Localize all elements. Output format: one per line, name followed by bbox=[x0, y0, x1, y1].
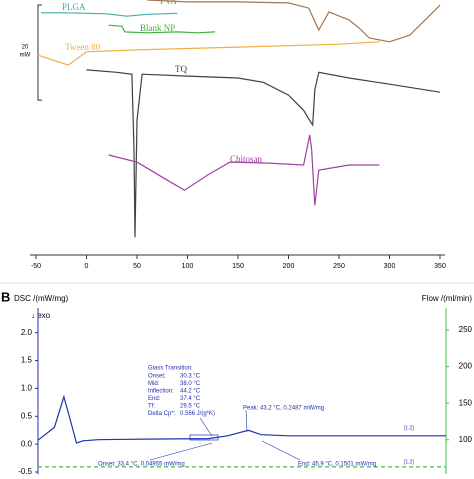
glass-transition-marker bbox=[189, 434, 219, 441]
y-tick-label: 2.0 bbox=[21, 328, 33, 337]
segment-label: [1.2] bbox=[404, 425, 414, 431]
y-tick-label: 1.0 bbox=[21, 384, 33, 393]
segment-label: [1.2] bbox=[404, 459, 414, 465]
scale-bar-value: 20 bbox=[22, 45, 29, 51]
x-tick-label: 300 bbox=[384, 263, 396, 270]
x-tick-label: 350 bbox=[434, 263, 446, 270]
x-tick-label: 250 bbox=[333, 263, 345, 270]
series-label: TQ bbox=[175, 64, 187, 74]
annotation-value: 37.4 °C bbox=[180, 396, 201, 402]
annotation-label: Onset: bbox=[148, 374, 166, 380]
annotation-label: Delta Cp*: bbox=[148, 411, 176, 417]
leader-line bbox=[199, 417, 213, 437]
annotation-value: 30.3 °C bbox=[180, 374, 201, 380]
annotation-label: Inflection: bbox=[148, 389, 174, 395]
y-tick-label: 0.5 bbox=[21, 411, 33, 420]
series-line bbox=[41, 12, 178, 17]
series-line bbox=[108, 134, 380, 206]
series-line bbox=[108, 24, 215, 34]
exo-label: ↓ exo bbox=[31, 311, 51, 320]
x-tick-label: 150 bbox=[232, 263, 244, 270]
scale-bar-unit: mW bbox=[20, 53, 31, 59]
x-tick-label: 200 bbox=[283, 263, 295, 270]
panel-label: B bbox=[1, 289, 10, 304]
end-annotation: End: 45.9 °C, 0.1501 mW/mg bbox=[298, 462, 376, 468]
x-tick-label: 100 bbox=[182, 263, 194, 270]
onset-annotation: Onset: 33.4 °C, 0.04955 mW/mg bbox=[98, 462, 185, 468]
y2-tick-label: 250 bbox=[459, 325, 473, 334]
x-tick-label: 50 bbox=[133, 263, 141, 270]
series-label: Blank NP bbox=[140, 23, 175, 33]
y-axis-label: DSC /(mW/mg) bbox=[14, 294, 69, 303]
series-line bbox=[147, 0, 441, 43]
leader-line bbox=[245, 409, 248, 433]
annotation-label: End: bbox=[148, 396, 161, 402]
series-label: PVA bbox=[160, 0, 177, 6]
series-line bbox=[37, 41, 380, 66]
y-tick-label: 1.5 bbox=[21, 356, 33, 365]
annotation-label: Mid: bbox=[148, 381, 160, 387]
leader-line bbox=[261, 440, 301, 461]
series-label: PLGA bbox=[62, 2, 86, 12]
y2-axis-label: Flow /(ml/min) bbox=[422, 294, 473, 303]
y2-tick-label: 150 bbox=[459, 398, 473, 407]
series-line bbox=[37, 394, 446, 444]
y2-tick-label: 100 bbox=[459, 435, 473, 444]
annotation-value: 0.566 J/(g*K) bbox=[180, 411, 215, 417]
x-tick-label: 0 bbox=[85, 263, 89, 270]
peak-annotation: Peak: 43.2 °C, 0.2487 mW/mg bbox=[243, 406, 324, 412]
annotation-value: 44.2 °C bbox=[180, 389, 201, 395]
y-tick-label: 0.0 bbox=[21, 439, 33, 448]
annotation-value: 29.5 °C bbox=[180, 404, 201, 410]
x-tick-label: -50 bbox=[31, 263, 41, 270]
y-tick-label: -0.5 bbox=[18, 467, 32, 474]
annotation-label: Tf: bbox=[148, 404, 155, 410]
annotation-value: 38.0 °C bbox=[180, 381, 201, 387]
scale-bar bbox=[37, 4, 42, 101]
leader-line bbox=[149, 442, 213, 461]
series-label: Tween 80 bbox=[65, 42, 101, 52]
series-label: Chitosan bbox=[230, 154, 263, 164]
annotation-title: Glass Transition: bbox=[148, 366, 193, 372]
series-line bbox=[86, 69, 441, 238]
y2-tick-label: 200 bbox=[459, 362, 473, 371]
